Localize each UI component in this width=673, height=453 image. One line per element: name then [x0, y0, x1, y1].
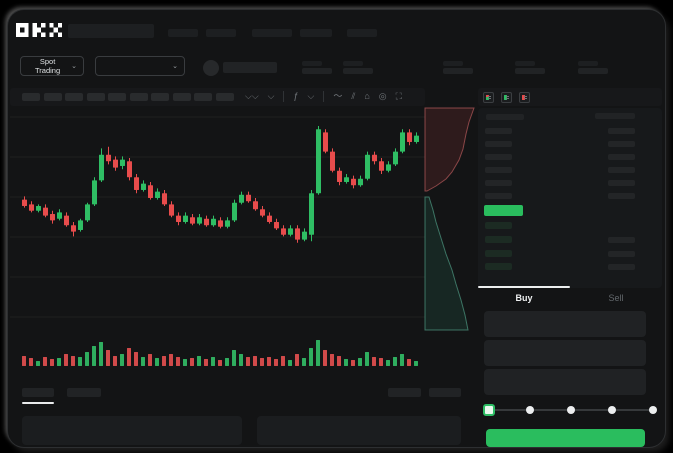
ask-price-skeleton[interactable]	[485, 128, 512, 134]
slider-step-dot[interactable]	[649, 406, 657, 414]
bid-price-skeleton[interactable]	[485, 222, 512, 229]
search-input[interactable]	[68, 24, 154, 38]
orderbook-view-toggles	[483, 92, 530, 103]
slider-step-dot[interactable]	[567, 406, 575, 414]
candlestick-series	[22, 126, 419, 243]
nav-item-skeleton[interactable]	[168, 29, 198, 37]
chevron-down-icon: ⌄	[71, 62, 77, 70]
stat-value-skeleton	[578, 68, 608, 74]
chart-style-chevron-icon[interactable]: ⌵	[267, 91, 275, 101]
ask-price-skeleton[interactable]	[485, 154, 512, 160]
ask-amount-skeleton[interactable]	[608, 167, 635, 173]
chart-tool-icons: ⌵⌵ ⌵ ƒ ⌵ 〜 ⫽ ⌂ ◎ ⛶	[245, 91, 402, 102]
toolbar-divider	[323, 91, 325, 102]
bid-price-skeleton[interactable]	[485, 236, 512, 243]
interval-chip-skeleton[interactable]	[173, 93, 191, 101]
interval-chip-skeleton[interactable]	[87, 93, 105, 101]
order-input-skeleton[interactable]	[484, 311, 646, 337]
buy-submit-button[interactable]	[486, 429, 645, 447]
order-input-skeleton[interactable]	[484, 369, 646, 395]
app-window: Spot Trading ⌄ ⌄ ⌵⌵ ⌵ ƒ ⌵ 〜 ⫽ ⌂ ◎ ⛶ Buy	[8, 10, 665, 447]
indicators-chevron-icon[interactable]: ⌵	[307, 91, 315, 101]
bottom-table-skeleton	[257, 416, 461, 445]
slider-step-dot[interactable]	[526, 406, 534, 414]
bid-price-skeleton[interactable]	[485, 250, 512, 257]
pair-dropdown[interactable]: ⌄	[95, 56, 185, 76]
indicators-icon[interactable]: ƒ	[293, 91, 299, 101]
nav-item-skeleton[interactable]	[300, 29, 332, 37]
bid-amount-skeleton[interactable]	[608, 264, 635, 270]
interval-chip-skeleton[interactable]	[22, 93, 40, 101]
bottom-action-skeleton[interactable]	[429, 388, 461, 397]
stat-value-skeleton	[515, 68, 545, 74]
bid-amount-skeleton[interactable]	[608, 251, 635, 257]
ask-price-skeleton[interactable]	[485, 193, 512, 199]
stat-label-skeleton	[578, 61, 598, 66]
drawing-tools-icon[interactable]: ⫽	[351, 91, 356, 101]
slider-handle[interactable]	[483, 404, 495, 416]
ask-amount-skeleton[interactable]	[608, 154, 635, 160]
ask-amount-skeleton[interactable]	[608, 193, 635, 199]
book-header-skeleton	[486, 114, 524, 120]
okx-logo	[16, 23, 62, 37]
stat-label-skeleton	[515, 61, 535, 66]
tab-buy[interactable]: Buy	[478, 286, 570, 308]
ask-price-skeleton[interactable]	[485, 141, 512, 147]
bottom-tab-skeleton[interactable]	[22, 388, 54, 397]
slider-step-dot[interactable]	[608, 406, 616, 414]
nav-item-skeleton[interactable]	[206, 29, 236, 37]
bottom-action-skeleton[interactable]	[388, 388, 421, 397]
book-bids-view-icon[interactable]	[501, 92, 512, 103]
tab-sell[interactable]: Sell	[608, 292, 624, 303]
ask-amount-skeleton[interactable]	[608, 128, 635, 134]
ask-amount-skeleton[interactable]	[608, 141, 635, 147]
interval-chip-skeleton[interactable]	[108, 93, 126, 101]
candlestick-chart[interactable]	[10, 106, 478, 372]
stat-value-skeleton	[343, 68, 373, 74]
interval-chip-skeleton[interactable]	[216, 93, 234, 101]
line-chart-icon[interactable]: 〜	[333, 91, 343, 101]
depth-bids	[424, 196, 469, 331]
stat-label-skeleton	[343, 61, 363, 66]
toolbar-divider	[283, 91, 285, 102]
nav-item-skeleton[interactable]	[252, 29, 292, 37]
ask-price-skeleton[interactable]	[485, 167, 512, 173]
stat-value-skeleton	[302, 68, 332, 74]
coin-icon	[203, 60, 219, 76]
pair-name-skeleton	[223, 62, 277, 73]
book-combined-view-icon[interactable]	[483, 92, 494, 103]
stat-label-skeleton	[302, 61, 322, 66]
ask-amount-skeleton[interactable]	[608, 180, 635, 186]
chevron-down-icon: ⌄	[172, 62, 178, 70]
bid-amount-skeleton[interactable]	[608, 237, 635, 243]
active-tab-underline	[22, 402, 54, 404]
stat-value-skeleton	[443, 68, 473, 74]
bottom-table-skeleton	[22, 416, 242, 445]
fullscreen-icon[interactable]: ⛶	[395, 91, 402, 101]
interval-chip-skeleton[interactable]	[65, 93, 83, 101]
interval-chip-skeleton[interactable]	[44, 93, 62, 101]
chart-gridlines	[10, 116, 425, 318]
ask-price-skeleton[interactable]	[485, 180, 512, 186]
book-header-skeleton	[595, 113, 635, 119]
interval-chip-skeleton[interactable]	[151, 93, 169, 101]
spot-trading-selector[interactable]: Spot Trading ⌄	[20, 56, 84, 76]
order-input-skeleton[interactable]	[484, 340, 646, 366]
last-price-bar	[484, 205, 523, 216]
spot-trading-label: Spot Trading	[34, 57, 61, 75]
chart-style-icon[interactable]: ⌵⌵	[245, 91, 259, 101]
depth-asks	[424, 107, 475, 192]
nav-item-skeleton[interactable]	[347, 29, 377, 37]
bottom-tab-skeleton[interactable]	[67, 388, 101, 397]
interval-chip-skeleton[interactable]	[194, 93, 212, 101]
stat-label-skeleton	[443, 61, 463, 66]
order-tabbar: Buy Sell	[478, 286, 662, 308]
snapshot-icon[interactable]: ⌂	[364, 91, 370, 101]
volume-series	[22, 340, 418, 366]
interval-chip-skeleton[interactable]	[130, 93, 148, 101]
chart-settings-icon[interactable]: ◎	[378, 91, 387, 101]
book-asks-view-icon[interactable]	[519, 92, 530, 103]
bid-price-skeleton[interactable]	[485, 263, 512, 270]
